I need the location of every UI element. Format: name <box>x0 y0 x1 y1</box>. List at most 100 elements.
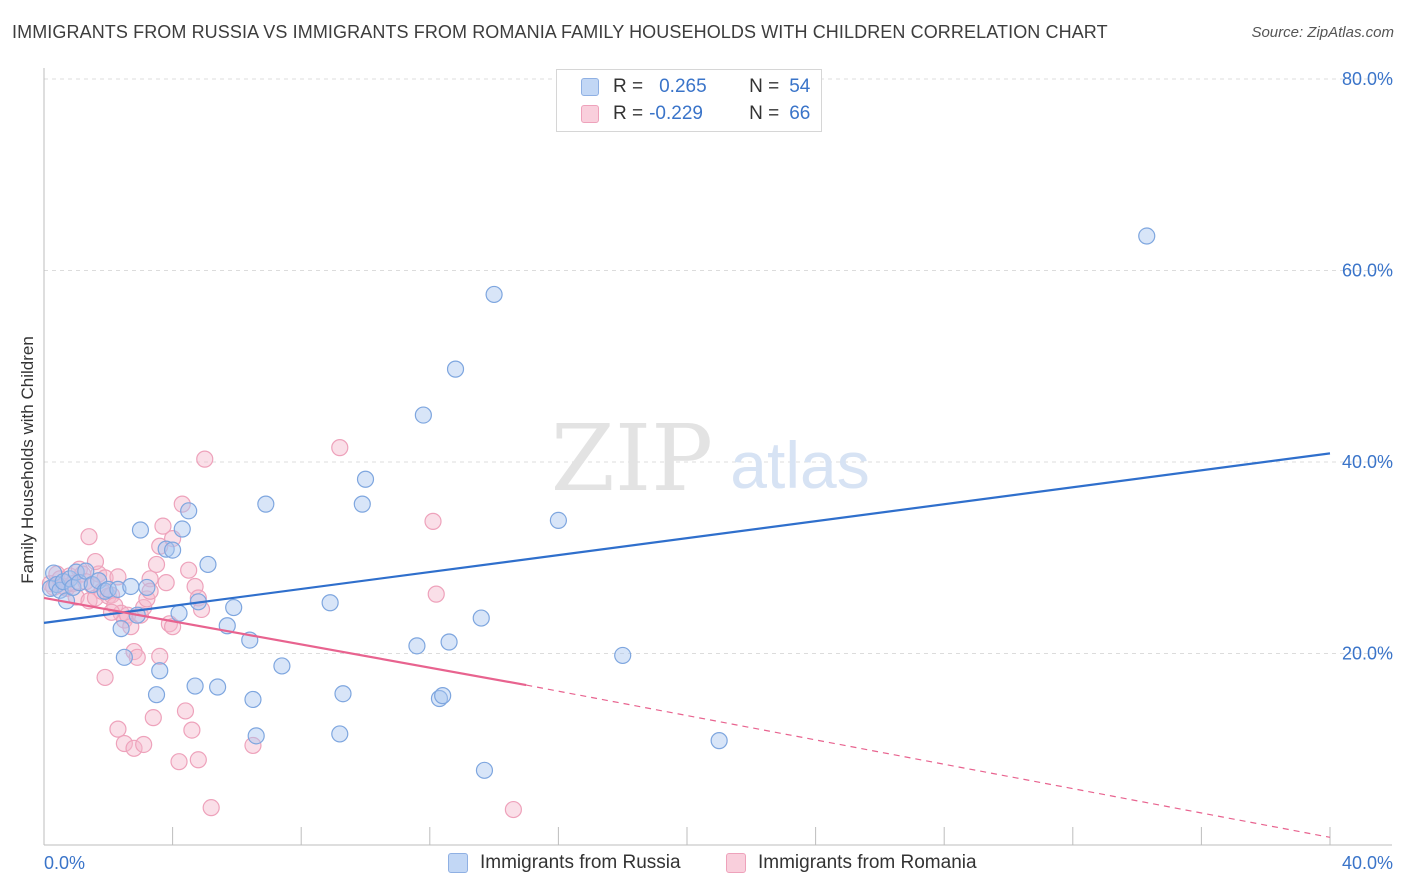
russia-point <box>209 678 227 696</box>
russia-point <box>334 685 352 703</box>
romania-point <box>173 495 191 513</box>
watermark-zip: ZIP <box>551 405 713 512</box>
russia-point <box>331 725 349 743</box>
romania-point <box>96 668 114 687</box>
romania-point <box>244 736 262 755</box>
romania-point <box>427 585 445 603</box>
legend-swatch-romania <box>726 853 746 873</box>
romania-point <box>109 720 127 738</box>
russia-point <box>173 520 191 538</box>
legend-item-romania: Immigrants from Romania <box>726 852 977 874</box>
russia-point <box>199 555 217 574</box>
russia-point <box>273 657 291 675</box>
source-credit: Source: ZipAtlas.com <box>1251 24 1394 41</box>
romania-point <box>331 439 349 457</box>
russia-point <box>353 495 371 513</box>
russia-point <box>122 577 140 596</box>
legend-r-value: -0.229 <box>649 103 703 124</box>
russia-point <box>170 604 188 622</box>
series-legend: Immigrants from Russia Immigrants from R… <box>0 852 1406 878</box>
trend-lines <box>43 452 1331 838</box>
russia-points <box>41 227 1156 779</box>
y-tick-label: 80.0% <box>1342 69 1393 89</box>
romania-point <box>154 517 172 535</box>
russia-point <box>446 360 465 378</box>
russia-point <box>434 687 452 705</box>
legend-r-label: R = <box>613 76 644 97</box>
russia-point <box>186 677 204 695</box>
russia-point <box>157 540 175 558</box>
legend-row-romania: R = -0.229 N = 66 <box>581 102 810 126</box>
axes <box>43 68 1392 846</box>
legend-swatch-russia <box>448 853 468 873</box>
russia-point <box>710 732 728 750</box>
romania-point <box>170 753 188 771</box>
russia-point <box>257 495 275 513</box>
russia-point <box>147 686 166 704</box>
russia-point <box>112 620 130 638</box>
russia-point <box>485 285 503 304</box>
romania-point <box>67 588 85 606</box>
russia-point <box>138 578 156 597</box>
legend-label-romania: Immigrants from Romania <box>758 852 977 873</box>
russia-point <box>1138 227 1156 245</box>
romania-point <box>151 647 169 665</box>
russia-point <box>472 609 490 627</box>
russia-point <box>408 637 426 655</box>
russia-point <box>549 511 568 530</box>
russia-point <box>109 580 127 598</box>
legend-swatch-romania <box>581 105 599 123</box>
romania-point <box>157 574 175 592</box>
y-tick-label: 20.0% <box>1342 644 1393 664</box>
russia-point <box>151 662 169 680</box>
russia-point <box>180 502 198 520</box>
russia-point <box>614 646 632 665</box>
russia-point <box>115 648 133 666</box>
x-tick-label: 0.0% <box>44 853 85 873</box>
romania-point <box>202 799 220 817</box>
russia-point <box>90 572 108 590</box>
russia-point <box>430 689 449 708</box>
romania-point <box>135 735 153 754</box>
russia-point <box>164 541 182 559</box>
romania-point <box>196 450 214 468</box>
romania-point <box>180 561 198 579</box>
romania-trend-line <box>43 596 527 687</box>
russia-point <box>440 633 458 651</box>
russia-point <box>131 521 150 539</box>
legend-n-label: N = <box>749 103 780 124</box>
russia-point <box>321 594 339 612</box>
romania-point <box>144 709 162 727</box>
romania-point <box>176 702 195 720</box>
y-tick-label: 40.0% <box>1342 452 1393 472</box>
legend-n-label: N = <box>749 76 780 97</box>
romania-point <box>128 648 146 666</box>
romania-point <box>109 568 127 586</box>
russia-point <box>414 406 432 424</box>
tick-labels: 20.0% 40.0% 60.0% 80.0% 0.0% 40.0% <box>44 69 1393 873</box>
romania-point <box>115 734 133 753</box>
x-tick-label: 40.0% <box>1342 853 1393 873</box>
russia-point <box>475 761 494 779</box>
romania-point <box>147 555 166 574</box>
legend-n-value: 54 <box>789 76 811 97</box>
romania-point <box>183 721 201 739</box>
watermark: ZIP atlas <box>551 405 870 512</box>
watermark-atlas: atlas <box>730 428 869 502</box>
romania-point <box>125 739 143 757</box>
russia-trend-line <box>43 452 1331 624</box>
y-tick-label: 60.0% <box>1342 261 1393 281</box>
grid-lines <box>44 78 1392 654</box>
russia-point <box>244 690 262 709</box>
russia-point <box>356 470 375 488</box>
romania-point <box>189 751 207 769</box>
chart-title: IMMIGRANTS FROM RUSSIA VS IMMIGRANTS FRO… <box>12 22 1108 42</box>
legend-r-label: R = <box>613 103 644 124</box>
romania-point <box>504 800 522 819</box>
legend-swatch-russia <box>581 78 599 96</box>
russia-point <box>247 727 265 745</box>
romania-point <box>424 512 442 530</box>
russia-point <box>225 598 243 617</box>
legend-r-value: 0.265 <box>659 76 707 97</box>
